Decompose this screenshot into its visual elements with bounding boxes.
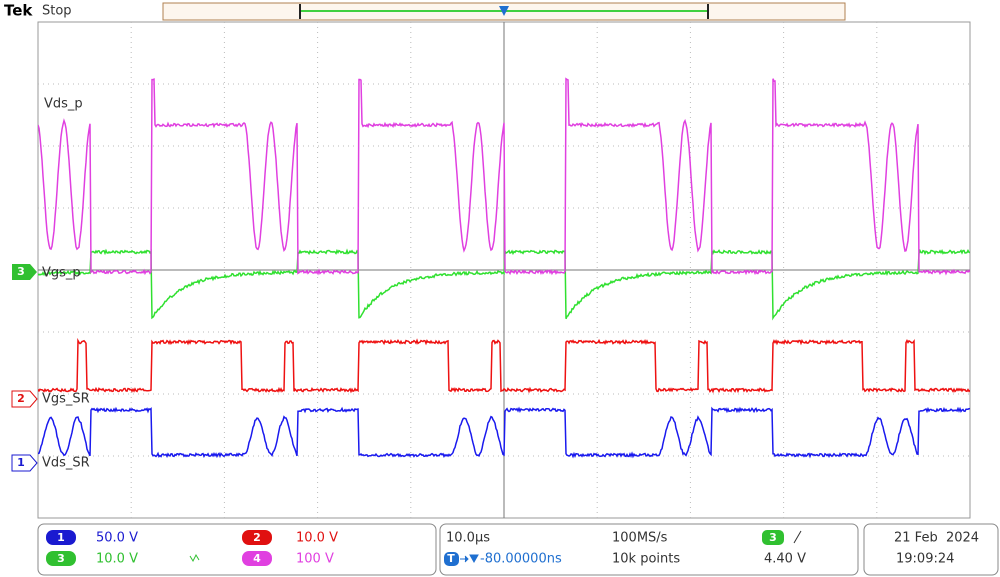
date: 21 Feb 2024 [894, 531, 979, 546]
channel-label: Vgs_p [42, 266, 81, 281]
time-scale: 10.0μs [446, 531, 490, 546]
channel-scale: 10.0 V [296, 531, 338, 546]
channel-marker-label: 2 [17, 392, 25, 405]
channel-scale: 50.0 V [96, 531, 138, 546]
trigger-badge-label: T [447, 552, 455, 565]
channel-badge-label: 1 [57, 531, 65, 544]
trigger-source: 3 [769, 531, 777, 544]
channel-label: Vds_p [44, 97, 83, 112]
channel-scale: 100 V [296, 552, 334, 567]
channel-badge-label: 4 [253, 552, 261, 565]
record-length: 10k points [612, 552, 680, 567]
channel-label: Vgs_SR [42, 392, 90, 407]
channel-marker-label: 3 [17, 265, 25, 278]
brand: Tek [4, 2, 33, 20]
channel-marker-label: 1 [17, 456, 25, 469]
channel-label: Vds_SR [42, 456, 90, 471]
channel-badge-label: 2 [253, 531, 261, 544]
sample-rate: 100MS/s [612, 531, 668, 546]
acquisition-status: Stop [42, 4, 72, 19]
channel-badge-label: 3 [57, 552, 65, 565]
oscilloscope-screen: Tek Stop T Vds_p Vgs_p Vgs_SR Vds_SR 3 2… [0, 0, 1000, 577]
channel-scale: 10.0 V [96, 552, 138, 567]
horizontal-position: -80.00000ns [480, 552, 562, 567]
time: 19:09:24 [896, 552, 954, 567]
trigger-level: 4.40 V [764, 552, 806, 567]
